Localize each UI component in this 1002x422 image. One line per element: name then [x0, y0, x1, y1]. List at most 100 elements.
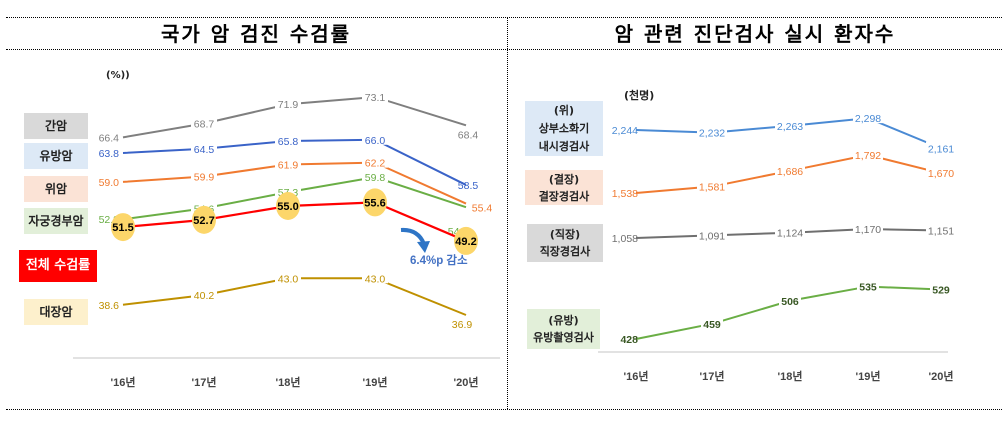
data-label: 1,170 [855, 224, 881, 236]
x-tick-label: '16년 [111, 375, 136, 389]
data-point-marker [363, 188, 387, 217]
data-label: 66.0 [365, 135, 386, 147]
data-label: 59.0 [99, 177, 120, 189]
data-label: 55.4 [472, 203, 493, 215]
left-legend-item: 전체 수검률 [19, 250, 97, 282]
left-legend-item: 유방암 [24, 143, 88, 169]
right-legend-line1: (위) [553, 103, 575, 117]
data-label: 52.7 [193, 215, 214, 227]
left-legend-item: 대장암 [24, 299, 88, 325]
data-label: 66.4 [99, 132, 120, 144]
label-background [853, 222, 883, 235]
bottom-divider [6, 409, 1002, 410]
data-label: 535 [859, 282, 877, 294]
label-background [775, 225, 805, 238]
label-background [362, 155, 388, 168]
data-label: 55.6 [364, 197, 385, 209]
data-point-marker [454, 226, 478, 255]
title-bottom-divider [6, 49, 1002, 50]
data-label: 43.0 [278, 273, 299, 285]
right-unit-label: (천명) [624, 89, 655, 102]
data-label: 59.9 [194, 171, 215, 183]
data-point-marker [111, 213, 135, 242]
label-background [275, 97, 301, 110]
left-line-chart: '16년 '17년 '18년 '19년 '20년 66.4 68.7 71.9 73.1 68.4… [73, 90, 500, 389]
right-legend-line1: (결장) [548, 172, 580, 186]
label-background [857, 279, 879, 292]
label-background [362, 271, 388, 284]
data-label: 1,124 [777, 228, 803, 240]
title-top-divider [6, 17, 1002, 18]
left-legend-item: 간암 [24, 113, 88, 139]
x-tick-label: '20년 [454, 375, 479, 389]
label-background [775, 163, 805, 176]
label-background [697, 179, 727, 192]
decrease-arrow-icon [400, 227, 430, 253]
label-background [275, 185, 301, 198]
right-legend-line1: (유방) [548, 314, 579, 327]
data-label: 506 [781, 296, 799, 308]
data-label: 1,686 [777, 166, 803, 178]
x-tick-label: '17년 [700, 369, 725, 383]
data-label: 64.5 [194, 144, 215, 156]
data-label: 2,161 [928, 143, 954, 155]
right-legend-line2: 직장경검사 [539, 245, 591, 258]
right-legend-line2: 유방촬영검사 [533, 331, 594, 344]
label-background [930, 282, 952, 295]
data-label: 68.7 [194, 118, 215, 130]
right-legend-line1: (직장) [549, 228, 581, 241]
data-label: 43.0 [365, 273, 386, 285]
data-label: 73.1 [365, 92, 386, 104]
label-background [926, 166, 956, 179]
left-legend-label: 간암 [44, 119, 68, 133]
right-legend-item: (유방) 유방촬영검사 [527, 309, 600, 349]
data-label: 71.9 [278, 99, 299, 111]
data-label: 40.2 [194, 290, 215, 302]
label-background [697, 228, 727, 241]
left-legend-label: 전체 수검률 [25, 258, 91, 273]
data-label: 51.5 [112, 222, 133, 234]
data-label: 1,792 [855, 150, 881, 162]
right-legend-line2: 상부소화기 [538, 121, 590, 135]
x-tick-label: '18년 [276, 375, 301, 389]
data-point-marker [276, 192, 300, 220]
label-background [853, 111, 883, 124]
label-background [853, 147, 883, 160]
data-label: 2,232 [699, 128, 725, 140]
label-background [275, 271, 301, 284]
data-label: 62.2 [365, 158, 386, 170]
data-label: 68.4 [458, 129, 479, 141]
data-label: 428 [620, 334, 638, 346]
data-label: 58.5 [458, 180, 479, 192]
label-background [775, 118, 805, 131]
left-legend-item: 자궁경부암 [24, 208, 88, 234]
label-background [779, 293, 801, 306]
data-label: 1,091 [699, 230, 725, 242]
label-background [926, 141, 956, 154]
label-background [926, 223, 956, 236]
left-unit-label: (%)) [106, 70, 130, 81]
panel-divider [507, 17, 508, 409]
x-tick-label: '17년 [192, 375, 217, 389]
label-background [191, 141, 217, 154]
left-legend-label: 유방암 [39, 149, 73, 163]
right-line-chart: '16년 '17년 '18년 '19년 '20년 2,244 2,232 2,263 2,298… [598, 111, 956, 383]
label-background [191, 288, 217, 301]
label-background [191, 116, 217, 129]
label-background [362, 132, 388, 145]
label-background [275, 157, 301, 170]
left-legend-label: 자궁경부암 [28, 214, 84, 228]
data-label: 59.8 [365, 172, 386, 184]
decrease-annotation: 6.4%p 감소 [410, 253, 468, 267]
right-legend-line3: 내시경검사 [538, 139, 590, 153]
data-label: 55.0 [277, 201, 298, 213]
data-label: 49.2 [455, 236, 476, 248]
right-legend-line2: 결장경검사 [538, 189, 590, 203]
data-label: 2,263 [777, 121, 803, 133]
data-label: 1,538 [612, 188, 638, 200]
data-label: 1,151 [928, 226, 954, 238]
label-background [362, 90, 388, 102]
left-legend-item: 위암 [24, 176, 88, 202]
x-tick-label: '19년 [363, 375, 388, 389]
